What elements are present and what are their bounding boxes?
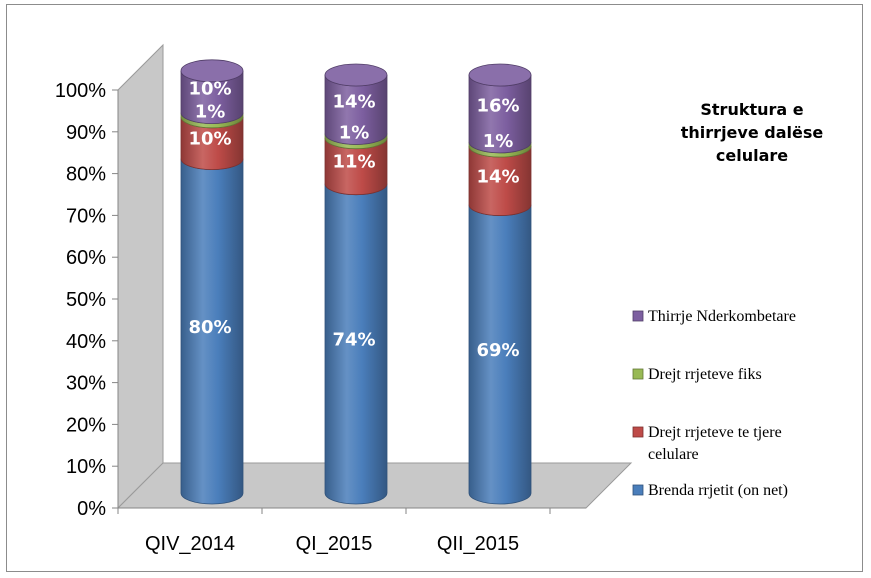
data-label: 1% bbox=[339, 123, 370, 144]
data-label: 74% bbox=[332, 329, 375, 350]
chart-title: Struktura e thirrjeve dalëse celulare bbox=[681, 100, 824, 165]
y-tick-label: 80% bbox=[66, 164, 106, 186]
legend-swatch bbox=[632, 310, 644, 322]
data-label: 10% bbox=[188, 129, 231, 150]
legend-label: Thirrje Nderkombetare bbox=[648, 308, 796, 325]
y-tick-label: 20% bbox=[66, 414, 106, 436]
y-tick-label: 50% bbox=[66, 289, 106, 311]
cylinder-QIV_2014: 80%10%1%10% bbox=[180, 59, 244, 505]
legend-label: Drejt rrjeteve te tjere celulare bbox=[648, 424, 782, 463]
data-label: 80% bbox=[188, 317, 231, 338]
cylinder-top-cap bbox=[180, 59, 244, 83]
data-label: 14% bbox=[476, 166, 519, 187]
y-tick-label: 40% bbox=[66, 331, 106, 353]
x-category-label: QIV_2014 bbox=[145, 533, 235, 555]
legend-swatch bbox=[632, 426, 644, 438]
legend-label: Brenda rrjetit (on net) bbox=[648, 482, 788, 499]
legend-swatch bbox=[632, 484, 644, 496]
cylinder-top-cap bbox=[324, 63, 388, 87]
chart-frame bbox=[6, 4, 863, 572]
data-label: 69% bbox=[476, 340, 519, 361]
legend-label: Drejt rrjeteve fiks bbox=[648, 366, 762, 383]
data-label: 11% bbox=[332, 152, 375, 173]
x-category-label: QII_2015 bbox=[437, 533, 519, 555]
cylinder-top-cap bbox=[468, 63, 532, 87]
y-tick-label: 90% bbox=[66, 122, 106, 144]
legend-item: Thirrje Nderkombetare bbox=[632, 308, 796, 325]
data-label: 10% bbox=[188, 79, 231, 100]
y-tick-label: 0% bbox=[77, 498, 106, 520]
legend-item: Drejt rrjeteve te tjere celulare bbox=[632, 424, 782, 463]
data-label: 14% bbox=[332, 91, 375, 112]
y-tick-label: 100% bbox=[55, 80, 106, 102]
legend-item: Drejt rrjeteve fiks bbox=[632, 366, 762, 383]
y-tick-label: 10% bbox=[66, 456, 106, 478]
y-tick-label: 60% bbox=[66, 247, 106, 269]
side-wall bbox=[117, 43, 164, 510]
y-tick-label: 30% bbox=[66, 373, 106, 395]
cylinder-QI_2015: 74% 11% 1% 14% bbox=[324, 63, 388, 505]
y-tick-label: 70% bbox=[66, 205, 106, 227]
cylinder-QII_2015: 69% 14% 1% 16% bbox=[468, 63, 532, 505]
data-label: 1% bbox=[195, 102, 226, 123]
data-label: 16% bbox=[476, 95, 519, 116]
x-category-label: QI_2015 bbox=[296, 533, 373, 555]
legend-item: Brenda rrjetit (on net) bbox=[632, 482, 788, 499]
data-label: 1% bbox=[483, 131, 514, 152]
legend-swatch bbox=[632, 368, 644, 380]
